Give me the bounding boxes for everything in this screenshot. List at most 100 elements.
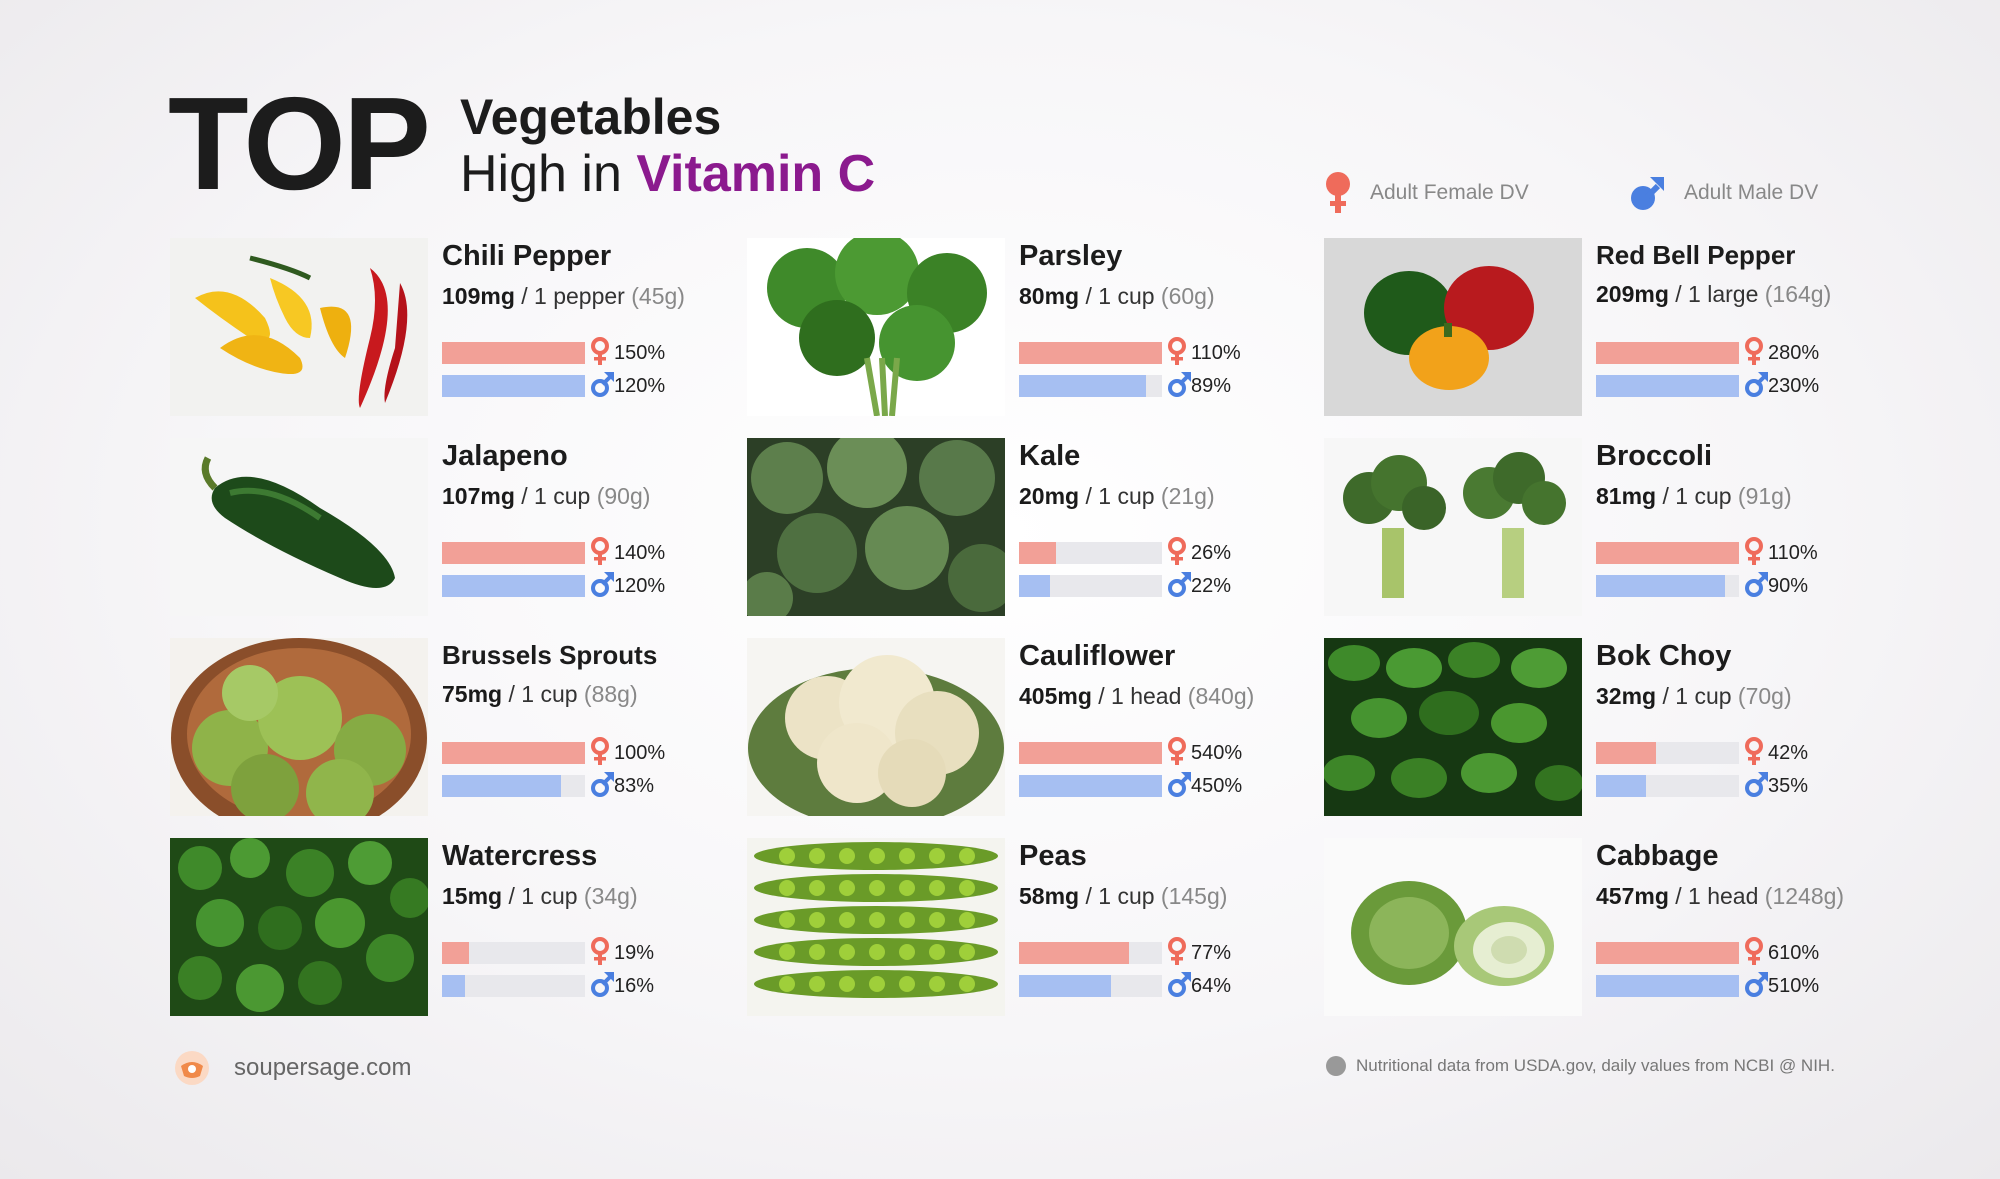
peas-photo-icon bbox=[747, 838, 1005, 1016]
male-dv-bar: 120% bbox=[442, 372, 742, 397]
jalapeno-photo-icon bbox=[170, 438, 428, 616]
item-unit: / 1 pepper bbox=[521, 283, 625, 309]
item-gram: (164g) bbox=[1764, 281, 1832, 307]
vegetable-card: Parsley 80mg / 1 cup (60g) 110% 89% bbox=[747, 238, 1307, 418]
item-mg: 58mg bbox=[1019, 883, 1080, 909]
vegetable-card: Broccoli 81mg / 1 cup (91g) 110% 90% bbox=[1324, 438, 1884, 618]
female-dv-percent: 110% bbox=[1768, 542, 1818, 564]
female-dv-bar: 42% bbox=[1596, 737, 1896, 765]
vegetable-card: Red Bell Pepper 209mg / 1 large (164g) 2… bbox=[1324, 238, 1884, 418]
female-dv-percent: 140% bbox=[614, 542, 666, 564]
male-symbol-icon bbox=[1631, 177, 1664, 210]
male-dv-bar: 120% bbox=[442, 572, 742, 597]
chili-pepper-photo-icon bbox=[170, 238, 428, 416]
female-symbol-icon bbox=[590, 937, 610, 972]
female-symbol-icon bbox=[1167, 737, 1187, 772]
female-dv-percent: 110% bbox=[1191, 342, 1241, 364]
item-unit: / 1 cup bbox=[1085, 483, 1155, 509]
male-dv-bar: 90% bbox=[1596, 572, 1896, 597]
data-source-note: Nutritional data from USDA.gov, daily va… bbox=[1326, 1056, 1835, 1076]
male-dv-fill bbox=[1019, 375, 1146, 397]
male-dv-percent: 120% bbox=[614, 375, 666, 397]
male-symbol-icon bbox=[1167, 570, 1193, 603]
female-dv-percent: 610% bbox=[1768, 942, 1820, 964]
female-dv-fill bbox=[442, 742, 585, 764]
male-dv-fill bbox=[1596, 575, 1725, 597]
female-dv-bar: 540% bbox=[1019, 737, 1319, 765]
page-title-line2: High in Vitamin C bbox=[460, 148, 875, 200]
male-dv-percent: 89% bbox=[1191, 375, 1232, 397]
page-title-accent: Vitamin C bbox=[636, 145, 876, 203]
item-name: Jalapeno bbox=[442, 440, 568, 472]
legend-male-label: Adult Male DV bbox=[1684, 181, 1819, 204]
female-dv-fill bbox=[1019, 942, 1129, 964]
item-serving: 81mg / 1 cup (91g) bbox=[1596, 483, 1896, 510]
female-dv-fill bbox=[442, 942, 469, 964]
item-name: Kale bbox=[1019, 440, 1081, 472]
item-name: Cauliflower bbox=[1019, 640, 1176, 672]
page-title: Vegetables High in Vitamin C bbox=[460, 92, 875, 200]
female-symbol-icon bbox=[1167, 937, 1187, 972]
female-dv-bar: 26% bbox=[1019, 537, 1319, 565]
bok-choy-photo-icon bbox=[1324, 638, 1582, 816]
page-title-line1: Vegetables bbox=[460, 89, 722, 145]
item-serving: 75mg / 1 cup (88g) bbox=[442, 681, 742, 708]
female-symbol-icon bbox=[1744, 537, 1764, 572]
male-dv-fill bbox=[1019, 775, 1162, 797]
item-unit: / 1 cup bbox=[508, 681, 578, 707]
female-dv-bar: 100% bbox=[442, 737, 742, 765]
male-dv-fill bbox=[1596, 975, 1739, 997]
item-gram: (70g) bbox=[1737, 683, 1792, 709]
vegetable-card: Kale 20mg / 1 cup (21g) 26% 22% bbox=[747, 438, 1307, 618]
male-dv-bar: 450% bbox=[1019, 772, 1319, 797]
item-gram: (90g) bbox=[596, 483, 651, 509]
cauliflower-photo-icon bbox=[747, 638, 1005, 816]
item-gram: (145g) bbox=[1160, 883, 1228, 909]
female-dv-fill bbox=[1019, 742, 1162, 764]
item-gram: (34g) bbox=[583, 883, 638, 909]
male-dv-bar: 510% bbox=[1596, 972, 1896, 997]
female-symbol-icon bbox=[590, 537, 610, 572]
item-gram: (21g) bbox=[1160, 483, 1215, 509]
female-dv-bar: 280% bbox=[1596, 337, 1896, 365]
item-serving: 32mg / 1 cup (70g) bbox=[1596, 683, 1896, 710]
male-symbol-icon bbox=[1744, 970, 1770, 1003]
male-dv-percent: 120% bbox=[614, 575, 666, 597]
item-serving: 405mg / 1 head (840g) bbox=[1019, 683, 1319, 710]
male-symbol-icon bbox=[1167, 970, 1193, 1003]
female-dv-bar: 610% bbox=[1596, 937, 1896, 965]
female-symbol-icon bbox=[590, 737, 610, 772]
item-mg: 81mg bbox=[1596, 483, 1657, 509]
item-name: Red Bell Pepper bbox=[1596, 240, 1796, 270]
vegetable-card: Bok Choy 32mg / 1 cup (70g) 42% 35% bbox=[1324, 638, 1884, 818]
male-dv-fill bbox=[1596, 375, 1739, 397]
item-gram: (60g) bbox=[1160, 283, 1215, 309]
cabbage-photo-icon bbox=[1324, 838, 1582, 1016]
item-serving: 58mg / 1 cup (145g) bbox=[1019, 883, 1319, 910]
item-mg: 457mg bbox=[1596, 883, 1669, 909]
female-dv-percent: 540% bbox=[1191, 742, 1243, 764]
item-unit: / 1 large bbox=[1675, 281, 1759, 307]
male-dv-fill bbox=[442, 775, 561, 797]
female-symbol-icon bbox=[590, 337, 610, 372]
female-dv-percent: 150% bbox=[614, 342, 666, 364]
female-dv-bar: 77% bbox=[1019, 937, 1319, 965]
brand-link[interactable]: soupersage.com bbox=[172, 1048, 411, 1088]
male-symbol-icon bbox=[1167, 370, 1193, 403]
female-symbol-icon bbox=[1167, 537, 1187, 572]
site-url[interactable]: soupersage.com bbox=[234, 1054, 412, 1081]
item-unit: / 1 cup bbox=[521, 483, 591, 509]
male-dv-bar: 22% bbox=[1019, 572, 1319, 597]
item-unit: / 1 cup bbox=[1662, 483, 1732, 509]
item-gram: (45g) bbox=[631, 283, 685, 309]
item-name: Parsley bbox=[1019, 240, 1123, 272]
item-mg: 80mg bbox=[1019, 283, 1080, 309]
male-symbol-icon bbox=[590, 370, 616, 403]
male-symbol-icon bbox=[1744, 770, 1770, 803]
item-serving: 109mg / 1 pepper (45g) bbox=[442, 283, 742, 310]
item-gram: (840g) bbox=[1187, 683, 1255, 709]
female-symbol-icon bbox=[1744, 737, 1764, 772]
item-unit: / 1 head bbox=[1675, 883, 1759, 909]
male-dv-fill bbox=[1019, 575, 1050, 597]
item-serving: 457mg / 1 head (1248g) bbox=[1596, 883, 1896, 910]
